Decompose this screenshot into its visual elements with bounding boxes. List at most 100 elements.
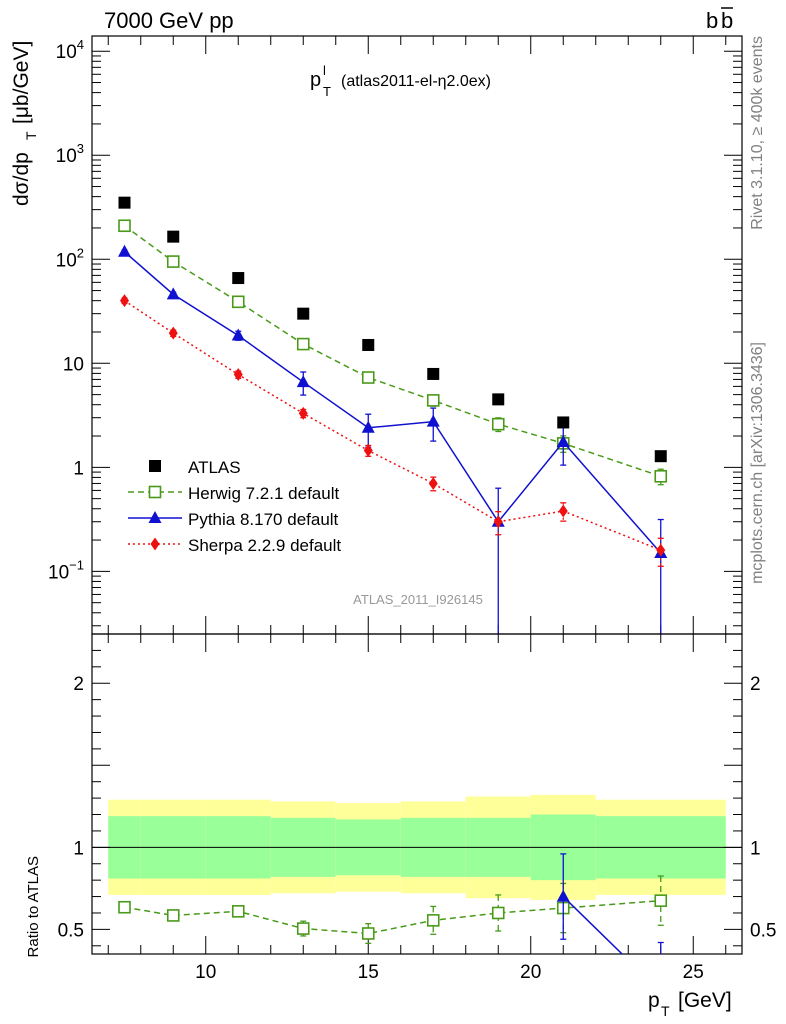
- ratio-point: [654, 894, 668, 907]
- ratio-point: [166, 909, 180, 922]
- ratio-point: [118, 900, 131, 914]
- y-tick-label-main: 10: [63, 354, 84, 375]
- series-point: [166, 255, 180, 268]
- xlabel-main: p: [648, 989, 660, 1012]
- plot-title-sub: T: [323, 84, 331, 99]
- data-point: [492, 393, 505, 406]
- series-point: [426, 394, 440, 407]
- series-point: [361, 371, 375, 384]
- data-point: [654, 450, 667, 463]
- series-point: [428, 476, 438, 490]
- y-tick-label-main: 102: [56, 245, 84, 271]
- plot-title-p: p: [310, 69, 321, 91]
- y-tick-label-main: 1: [73, 458, 84, 479]
- ratio-line: [562, 896, 624, 954]
- header-left: 7000 GeV pp: [104, 8, 234, 33]
- ratio-frame: [91, 633, 743, 955]
- data-point: [232, 272, 245, 285]
- y-tick-label-main: 10−1: [48, 557, 84, 583]
- x-tick-label: 20: [520, 962, 541, 983]
- series-point: [233, 368, 243, 382]
- rivet-label: Rivet 3.1.10, ≥ 400k events: [749, 36, 766, 230]
- series-point: [558, 504, 568, 518]
- series-point: [361, 420, 375, 433]
- ratio-series-1: [556, 853, 664, 954]
- series-point: [120, 294, 129, 308]
- series-point: [493, 515, 503, 529]
- x-axis-label: p T [GeV]: [648, 989, 732, 1019]
- series-point: [426, 414, 440, 427]
- ratio-plot: 10 15 20 25 0.5 0.5 1 1 2 2: [58, 633, 776, 983]
- x-tick-label: 10: [195, 962, 216, 983]
- ylabel-main: dσ/dp: [10, 152, 33, 206]
- series-point: [168, 326, 178, 340]
- mcplots-label: mcplots.cern.ch [arXiv:1306.3436]: [749, 342, 766, 584]
- ratio-point: [296, 922, 310, 935]
- ylabel-unit: [μb/GeV]: [10, 41, 33, 124]
- y-tick-label-ratio: 2: [73, 674, 84, 695]
- ratio-point: [231, 905, 245, 918]
- ratio-point: [491, 906, 505, 920]
- data-point: [557, 416, 570, 429]
- y-axis-label: dσ/dp T [μb/GeV]: [10, 41, 39, 206]
- series-point: [231, 295, 245, 309]
- series-point: [491, 417, 505, 431]
- series-0: [118, 219, 668, 486]
- legend-label-data: ATLAS: [188, 458, 241, 477]
- main-series: [118, 196, 668, 634]
- x-tick-label: 25: [683, 962, 704, 983]
- x-tick-label: 15: [358, 962, 379, 983]
- ratio-series: [118, 853, 668, 954]
- ratio-point: [426, 914, 440, 927]
- plot-title-sup: l: [323, 63, 326, 78]
- series-point: [656, 543, 666, 557]
- watermark: ATLAS_2011_I926145: [353, 592, 483, 607]
- ratio-point: [361, 927, 375, 940]
- ratio-point: [556, 889, 570, 902]
- header-right-b: b: [706, 8, 718, 33]
- series-point: [231, 328, 245, 341]
- y-tick-label-ratio: 0.5: [58, 920, 84, 941]
- series-2: [120, 294, 666, 567]
- series-point: [118, 219, 131, 233]
- ratio-line: [124, 899, 661, 935]
- legend-label: Herwig 7.2.1 default: [188, 484, 339, 503]
- y-tick-label-ratio-right: 1: [750, 838, 761, 859]
- ylabel-ratio: Ratio to ATLAS: [25, 856, 42, 957]
- data-point: [362, 338, 375, 351]
- series-line: [124, 251, 662, 554]
- series-point: [296, 337, 310, 351]
- series-point: [166, 287, 180, 300]
- legend-marker: [148, 485, 162, 499]
- legend: ATLAS Herwig 7.2.1 default Pythia 8.170 de…: [128, 458, 341, 555]
- series-point: [298, 406, 308, 420]
- data-point: [427, 367, 440, 380]
- y-tick-label-ratio-right: 0.5: [750, 920, 776, 941]
- data-point: [297, 307, 310, 320]
- plot-title-rest: (atlas2011-el-η2.0ex): [341, 73, 491, 90]
- legend-marker: [150, 537, 160, 551]
- ylabel-sub: T: [23, 131, 39, 140]
- legend-label: Pythia 8.170 default: [188, 510, 339, 529]
- series-line: [124, 225, 661, 478]
- series-point: [296, 375, 310, 388]
- series-point: [654, 469, 668, 483]
- y-tick-label-ratio-right: 2: [750, 674, 761, 695]
- ratio-series-0: [118, 875, 668, 944]
- xlabel-unit: [GeV]: [678, 989, 732, 1012]
- header-right-bbar: b: [721, 8, 733, 33]
- y-tick-label-ratio: 1: [73, 838, 84, 859]
- data-points: [118, 196, 667, 463]
- data-point: [118, 196, 131, 209]
- series-point: [556, 435, 570, 448]
- xlabel-sub: T: [661, 1003, 670, 1019]
- y-tick-label-main: 103: [56, 141, 84, 167]
- y-tick-label-main: 104: [56, 37, 84, 63]
- series-point: [363, 444, 373, 458]
- data-point: [167, 230, 180, 243]
- series-point: [118, 244, 131, 257]
- legend-marker: [148, 511, 162, 523]
- legend-label: Sherpa 2.2.9 default: [188, 536, 341, 555]
